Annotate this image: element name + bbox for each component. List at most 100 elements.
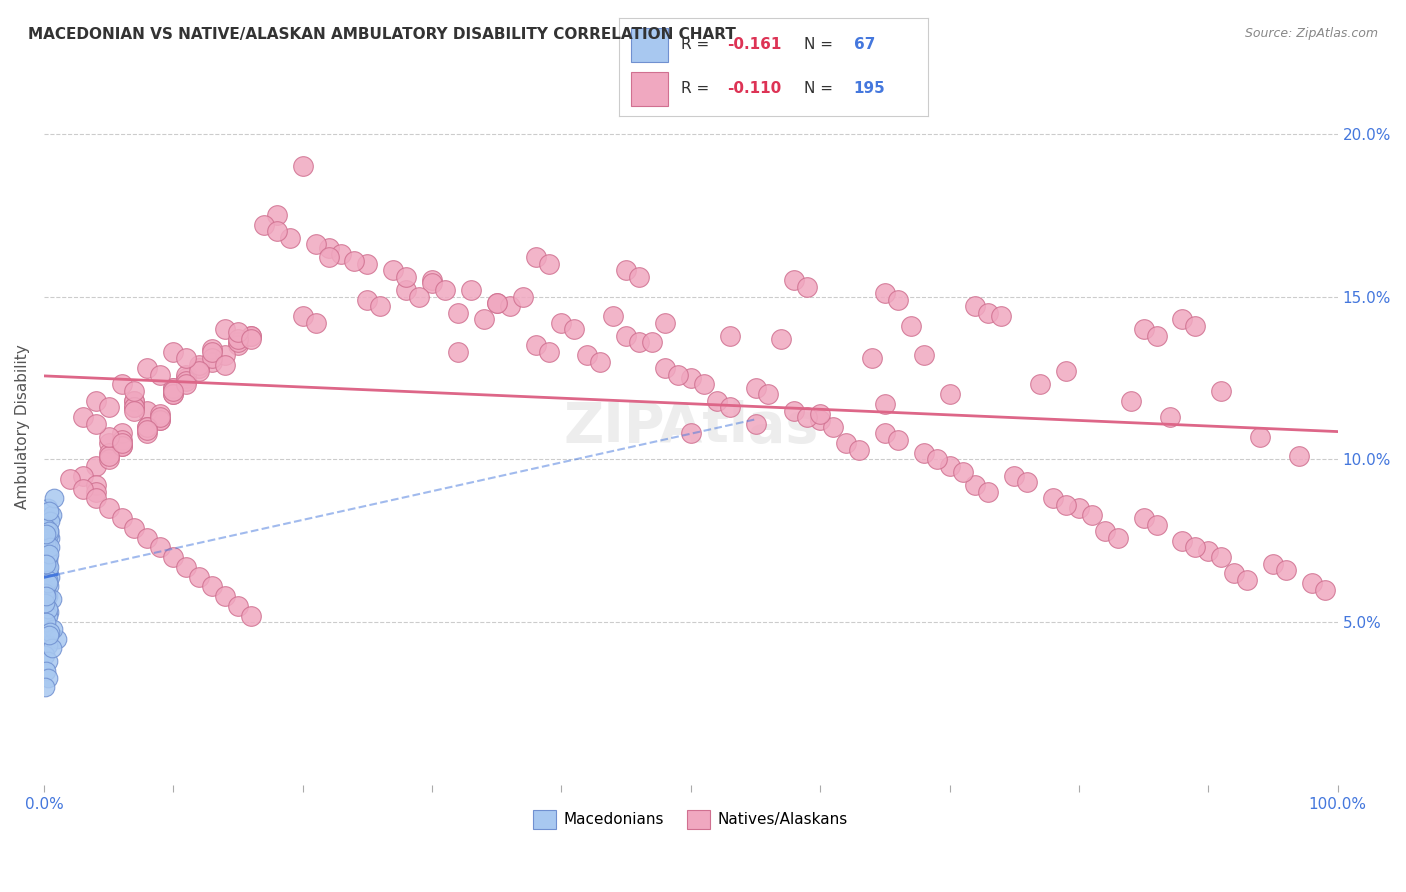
Point	[925, 452, 948, 467]
Point	[35, 582, 58, 597]
Point	[162, 387, 184, 401]
Point	[1146, 517, 1168, 532]
Text: MACEDONIAN VS NATIVE/ALASKAN AMBULATORY DISABILITY CORRELATION CHART: MACEDONIAN VS NATIVE/ALASKAN AMBULATORY …	[28, 27, 735, 42]
Point	[356, 257, 378, 271]
Point	[718, 401, 741, 415]
Point	[201, 351, 224, 366]
Point	[35, 615, 58, 630]
Point	[524, 338, 547, 352]
Point	[679, 426, 702, 441]
Point	[72, 468, 94, 483]
Point	[808, 413, 831, 427]
Point	[34, 586, 56, 600]
Point	[278, 231, 301, 245]
Point	[1119, 393, 1142, 408]
Point	[110, 377, 132, 392]
Point	[614, 328, 637, 343]
Point	[472, 312, 495, 326]
Point	[162, 387, 184, 401]
Point	[395, 270, 418, 285]
Point	[990, 309, 1012, 323]
Point	[37, 537, 59, 551]
Point	[1054, 498, 1077, 512]
Point	[37, 553, 59, 567]
Point	[214, 322, 236, 336]
Point	[72, 482, 94, 496]
Point	[35, 517, 58, 532]
Point	[149, 541, 172, 555]
Point	[330, 247, 353, 261]
Point	[1261, 557, 1284, 571]
Point	[136, 361, 159, 376]
Point	[239, 332, 262, 346]
Point	[38, 524, 60, 538]
Point	[35, 533, 58, 548]
Point	[38, 559, 60, 574]
Point	[97, 501, 120, 516]
Point	[35, 537, 58, 551]
Point	[38, 628, 60, 642]
Point	[965, 299, 987, 313]
Point	[41, 592, 63, 607]
Point	[796, 410, 818, 425]
Point	[1042, 491, 1064, 506]
Point	[666, 368, 689, 382]
Point	[226, 332, 249, 346]
Point	[84, 417, 107, 431]
Point	[654, 361, 676, 376]
Point	[38, 527, 60, 541]
Point	[977, 485, 1000, 500]
Point	[188, 358, 211, 372]
Point	[37, 566, 59, 581]
Point	[873, 397, 896, 411]
Point	[84, 478, 107, 492]
Text: N =: N =	[804, 81, 838, 96]
Point	[1029, 377, 1052, 392]
Point	[37, 576, 59, 591]
Point	[239, 608, 262, 623]
Point	[744, 381, 766, 395]
Point	[1223, 566, 1246, 581]
Text: -0.110: -0.110	[727, 81, 782, 96]
Point	[39, 531, 62, 545]
Point	[382, 263, 405, 277]
Point	[97, 446, 120, 460]
Point	[37, 638, 59, 652]
Point	[304, 237, 326, 252]
Point	[1107, 531, 1129, 545]
Point	[34, 557, 56, 571]
Point	[174, 351, 197, 366]
Point	[44, 491, 66, 506]
Point	[512, 289, 534, 303]
Point	[35, 521, 58, 535]
Point	[1171, 312, 1194, 326]
Point	[97, 401, 120, 415]
Point	[38, 547, 60, 561]
Point	[938, 458, 960, 473]
Point	[174, 374, 197, 388]
Point	[35, 664, 58, 678]
Point	[110, 511, 132, 525]
Point	[37, 573, 59, 587]
Point	[304, 316, 326, 330]
Point	[38, 579, 60, 593]
Point	[1249, 429, 1271, 443]
Point	[84, 485, 107, 500]
Point	[35, 527, 58, 541]
Point	[537, 344, 560, 359]
Point	[136, 403, 159, 417]
Point	[38, 504, 60, 518]
Point	[34, 648, 56, 662]
Point	[37, 608, 59, 623]
Point	[45, 632, 67, 646]
Point	[35, 547, 58, 561]
Point	[214, 589, 236, 603]
Point	[162, 381, 184, 395]
Point	[97, 429, 120, 443]
Point	[1211, 384, 1233, 398]
Point	[823, 419, 845, 434]
Point	[291, 159, 314, 173]
Point	[1171, 533, 1194, 548]
Point	[84, 491, 107, 506]
Point	[564, 322, 586, 336]
